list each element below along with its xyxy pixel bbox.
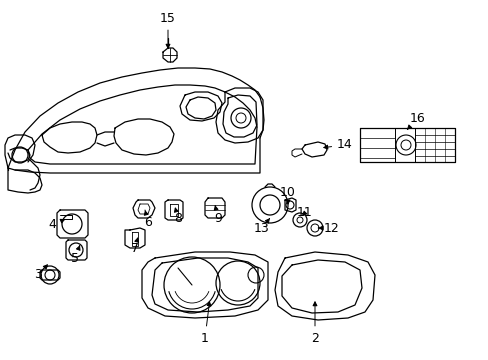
Text: 11: 11 bbox=[297, 207, 312, 220]
Text: 7: 7 bbox=[131, 238, 139, 255]
Text: 14: 14 bbox=[323, 139, 352, 152]
Text: 10: 10 bbox=[280, 186, 295, 204]
Text: 5: 5 bbox=[71, 246, 80, 265]
Text: 3: 3 bbox=[34, 265, 47, 282]
Text: 15: 15 bbox=[160, 12, 176, 48]
Text: 9: 9 bbox=[214, 206, 222, 225]
Text: 6: 6 bbox=[144, 210, 152, 229]
Text: 2: 2 bbox=[310, 302, 318, 345]
Text: 1: 1 bbox=[201, 302, 210, 345]
Text: 4: 4 bbox=[48, 219, 64, 231]
Text: 8: 8 bbox=[174, 208, 182, 225]
Text: 16: 16 bbox=[407, 112, 425, 130]
Text: 13: 13 bbox=[254, 219, 269, 234]
Text: 12: 12 bbox=[318, 221, 339, 234]
